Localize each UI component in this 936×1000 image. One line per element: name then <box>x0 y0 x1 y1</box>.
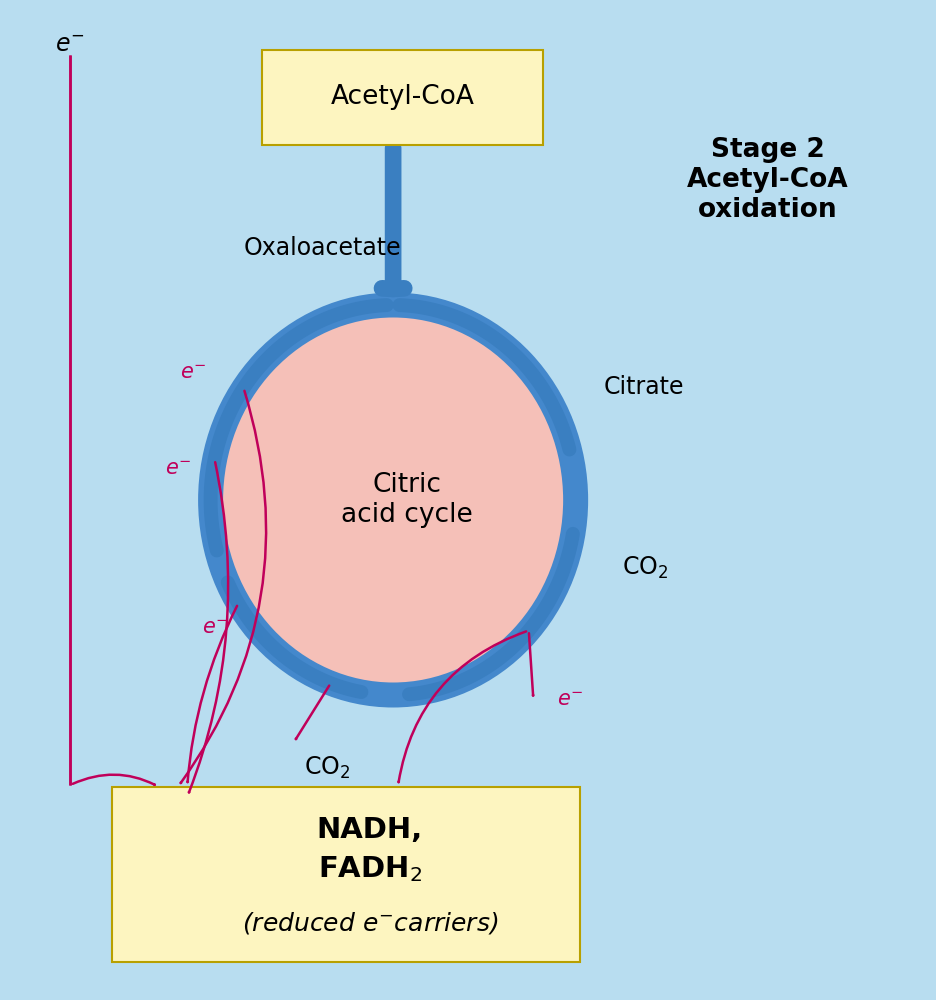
Text: Citrate: Citrate <box>604 375 684 399</box>
Text: $e^{-}$: $e^{-}$ <box>55 33 85 57</box>
Text: $e^{-}$: $e^{-}$ <box>180 363 206 383</box>
Text: $e^{-}$: $e^{-}$ <box>165 459 191 479</box>
Text: Citric
acid cycle: Citric acid cycle <box>342 472 473 528</box>
Text: (reduced $e^{-}$carriers): (reduced $e^{-}$carriers) <box>241 910 498 936</box>
FancyBboxPatch shape <box>262 50 543 145</box>
Text: NADH,: NADH, <box>316 816 423 844</box>
Text: $e^{-}$: $e^{-}$ <box>202 618 229 638</box>
Circle shape <box>211 305 576 695</box>
Text: Stage 2
Acetyl-CoA
oxidation: Stage 2 Acetyl-CoA oxidation <box>687 137 848 223</box>
Text: FADH$_2$: FADH$_2$ <box>317 855 422 884</box>
FancyBboxPatch shape <box>47 100 899 975</box>
Text: CO$_2$: CO$_2$ <box>622 555 668 581</box>
Text: Oxaloacetate: Oxaloacetate <box>244 236 402 260</box>
FancyBboxPatch shape <box>112 787 580 962</box>
Text: CO$_2$: CO$_2$ <box>304 755 351 781</box>
Text: Acetyl-CoA: Acetyl-CoA <box>330 85 475 110</box>
Text: $e^{-}$: $e^{-}$ <box>557 690 583 710</box>
